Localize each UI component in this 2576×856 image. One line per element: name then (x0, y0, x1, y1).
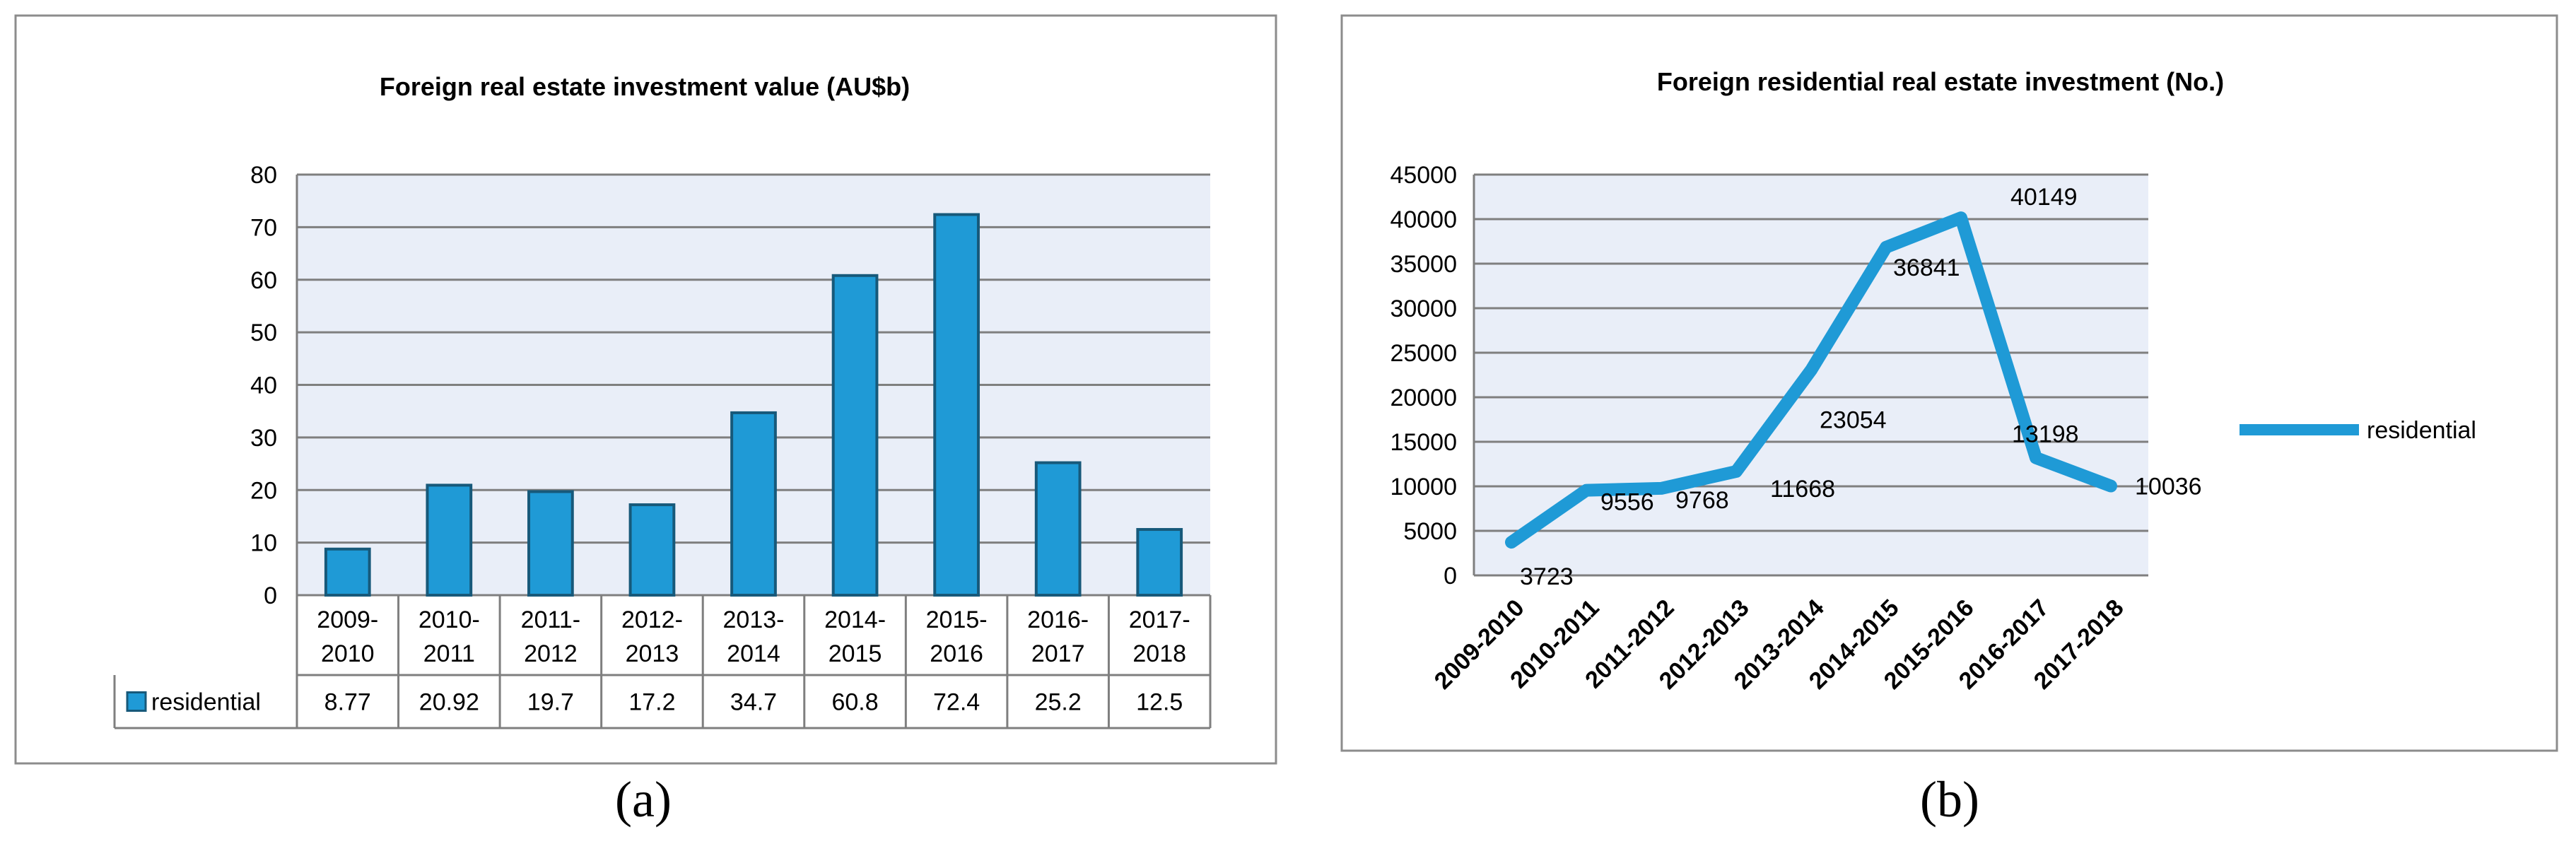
chart-a-table-value: 17.2 (628, 689, 675, 716)
chart-a-table-value: 8.77 (324, 689, 371, 716)
chart-a-category-label: 2010- (418, 606, 480, 633)
chart-b-legend: residential (2240, 417, 2476, 444)
chart-a-bar (1136, 528, 1183, 597)
chart-a-legend-swatch (126, 691, 147, 712)
chart-b-data-label: 13198 (2012, 421, 2079, 448)
chart-b-data-label: 11668 (1770, 476, 1835, 503)
chart-b-y-tick-label: 40000 (1390, 206, 1457, 233)
chart-a-table-value: 12.5 (1136, 689, 1183, 716)
chart-a-category-label: 2013- (723, 606, 785, 633)
chart-b-data-label: 9556 (1600, 489, 1654, 516)
chart-b-y-tick-label: 5000 (1403, 518, 1457, 545)
chart-a-bar (527, 490, 574, 597)
chart-a-y-tick-labels: 0 10 20 30 40 50 60 70 80 (250, 162, 277, 609)
caption-a: (a) (615, 771, 672, 828)
chart-b: Foreign residential real estate investme… (1340, 14, 2558, 752)
chart-a-category-label: 2016 (930, 640, 983, 667)
chart-b-data-label: 36841 (1893, 254, 1960, 281)
chart-a-bar (831, 274, 879, 597)
chart-a-category-label: 2017- (1129, 606, 1190, 633)
chart-b-y-tick-label: 45000 (1390, 162, 1457, 189)
chart-a-table-value: 34.7 (730, 689, 777, 716)
chart-a-category-label: 2014 (727, 640, 780, 667)
chart-a-bar (933, 213, 980, 597)
chart-b-y-tick-label: 10000 (1390, 474, 1457, 500)
chart-a-category-label: 2015- (926, 606, 988, 633)
chart-a-y-tick-label: 40 (250, 373, 277, 399)
chart-b-title: Foreign residential real estate investme… (1657, 67, 2224, 96)
chart-a-legend-label: residential (151, 689, 261, 716)
chart-a-category-label: 2014- (824, 606, 886, 633)
chart-a-y-tick-label: 80 (250, 162, 277, 189)
chart-a-table-value: 72.4 (933, 689, 980, 716)
chart-b-data-labels: 3723 9556 9768 11668 23054 36841 40149 13198 100… (1520, 184, 2202, 590)
chart-b-y-tick-label: 30000 (1390, 295, 1457, 322)
chart-b-data-label: 23054 (1820, 407, 1887, 434)
chart-a-bar (324, 547, 371, 597)
chart-a-category-label: 2011- (521, 606, 580, 633)
chart-a-table-value: 60.8 (831, 689, 878, 716)
chart-a-category-label: 2017 (1031, 640, 1085, 667)
chart-a-category-label: 2012 (524, 640, 578, 667)
chart-a-category-label: 2016- (1027, 606, 1089, 633)
chart-a-bar (426, 483, 473, 597)
chart-a-category-label: 2018 (1132, 640, 1186, 667)
chart-a-y-tick-label: 20 (250, 477, 277, 504)
chart-b-gridlines (1473, 173, 2148, 577)
chart-a-table-value: 25.2 (1035, 689, 1082, 716)
chart-a-y-tick-label: 30 (250, 425, 277, 452)
chart-a-y-tick-label: 10 (250, 530, 277, 557)
chart-a-y-tick-label: 60 (250, 267, 277, 294)
chart-b-data-label: 40149 (2010, 184, 2078, 211)
chart-a: Foreign real estate investment value (AU… (14, 14, 1277, 765)
chart-b-y-tick-label: 15000 (1390, 429, 1457, 456)
chart-a-category-label: 2012- (621, 606, 683, 633)
chart-a-category-label: 2013 (626, 640, 679, 667)
chart-a-bar (730, 411, 777, 597)
chart-a-category-label: 2011 (423, 640, 475, 667)
chart-a-category-label: 2015 (829, 640, 882, 667)
chart-a-bar (1034, 461, 1082, 597)
chart-b-legend-label: residential (2367, 417, 2476, 444)
chart-a-title: Foreign real estate investment value (AU… (380, 72, 910, 101)
chart-a-y-tick-label: 50 (250, 319, 277, 346)
chart-a-table-value: 20.92 (419, 689, 479, 716)
chart-a-y-tick-label: 70 (250, 214, 277, 241)
chart-a-bar (628, 503, 676, 597)
caption-b: (b) (1920, 771, 1979, 828)
chart-a-bars (324, 213, 1183, 597)
chart-a-table-value: 19.7 (527, 689, 574, 716)
chart-b-y-tick-label: 25000 (1390, 340, 1457, 367)
chart-b-y-tick-labels: 0 5000 10000 15000 20000 25000 30000 35000 40000… (1390, 162, 1457, 590)
chart-b-y-tick-label: 35000 (1390, 251, 1457, 278)
chart-b-data-label: 9768 (1675, 487, 1729, 514)
chart-a-data-table: 2009- 2010 2010- 2011 2011- 2012 2012- 2013 2013… (113, 595, 1212, 729)
chart-b-series-line-residential (1505, 211, 2117, 549)
chart-b-data-label: 3723 (1520, 563, 1574, 590)
chart-b-y-tick-label: 0 (1444, 563, 1457, 590)
chart-a-category-label: 2009- (317, 606, 378, 633)
chart-b-data-label: 10036 (2135, 474, 2202, 500)
chart-a-y-tick-label: 0 (264, 582, 277, 609)
chart-b-y-tick-label: 20000 (1390, 385, 1457, 411)
chart-a-category-label: 2010 (321, 640, 375, 667)
